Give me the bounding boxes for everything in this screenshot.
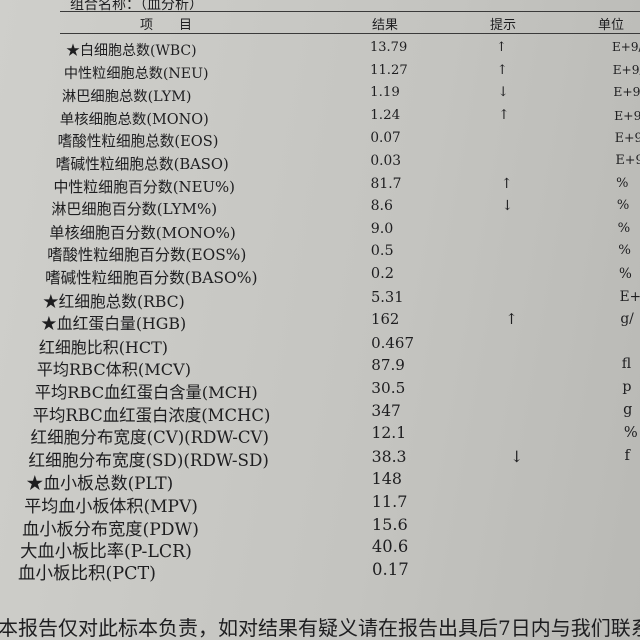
item-name: 嗜碱性粒细胞百分数(BASO%)	[45, 269, 258, 287]
unit: g	[623, 401, 633, 418]
item-name: 嗜酸性粒细胞总数(EOS)	[57, 133, 219, 151]
unit: E+9/	[612, 40, 640, 54]
item-name: 平均血小板体积(MPV)	[24, 497, 198, 517]
flag: ↓	[510, 446, 524, 466]
item-name: 红细胞比积(HCT)	[38, 337, 168, 357]
result: 11.27	[370, 62, 408, 78]
item-name: 平均RBC血红蛋白浓度(MCHC)	[32, 405, 271, 425]
result: 148	[371, 469, 402, 489]
unit: %	[618, 243, 631, 259]
unit: E+9/	[613, 85, 640, 100]
item-name: 单核细胞百分数(MONO%)	[49, 223, 236, 242]
unit: %	[618, 266, 632, 282]
result: 87.9	[371, 356, 405, 375]
item-name: 红细胞分布宽度(CV)(RDW-CV)	[30, 428, 269, 448]
flag: ↑	[496, 40, 507, 55]
unit: E+9	[614, 130, 640, 146]
unit: E+9/	[612, 62, 640, 77]
result: 0.467	[371, 333, 414, 352]
flag: ↑	[500, 175, 513, 192]
item-name: ★血小板总数(PLT)	[26, 473, 174, 494]
result: 0.5	[370, 243, 394, 260]
unit: %	[623, 424, 638, 442]
flag: ↑	[496, 62, 508, 78]
result: 0.03	[370, 153, 402, 169]
unit: E+9/	[614, 107, 640, 123]
result: 13.79	[370, 40, 408, 55]
report-title: 组合名称：（血分析）	[70, 0, 203, 13]
result: 12.1	[371, 424, 407, 443]
result: 38.3	[371, 446, 407, 466]
item-name: 红细胞分布宽度(SD)(RDW-SD)	[28, 449, 269, 470]
unit: fl	[621, 356, 632, 373]
flag: ↓	[497, 85, 509, 101]
column-header: 结果	[372, 18, 399, 33]
item-name: 单核细胞总数(MONO)	[59, 111, 209, 128]
result: 11.7	[371, 492, 408, 511]
result: 0.07	[370, 130, 401, 147]
unit: E+	[619, 288, 640, 305]
result: 0.2	[370, 266, 394, 282]
unit: %	[616, 198, 630, 214]
result: 40.6	[371, 537, 409, 557]
rule	[60, 33, 640, 34]
result: 81.7	[370, 175, 402, 192]
item-name: 平均RBC血红蛋白含量(MCH)	[34, 383, 258, 402]
result: 15.6	[371, 514, 408, 534]
item-name: 淋巴细胞总数(LYM)	[61, 89, 192, 106]
result: 5.31	[370, 288, 404, 306]
unit: f	[624, 446, 630, 464]
result: 347	[371, 401, 401, 420]
flag: ↑	[498, 107, 510, 123]
unit: p	[622, 379, 632, 395]
item-name: 平均RBC体积(MCV)	[36, 360, 191, 380]
flag: ↓	[501, 198, 514, 215]
flag: ↑	[505, 311, 518, 329]
item-name: 中性粒细胞百分数(NEU%)	[53, 177, 235, 196]
column-header: 项 目	[140, 18, 193, 33]
result: 1.19	[370, 85, 400, 101]
footer-note: 本报告仅对此标本负责，如对结果有疑义请在报告出具后7日内与我们联系	[0, 616, 640, 640]
item-name: ★红细胞总数(RBC)	[43, 291, 185, 311]
rule	[60, 11, 640, 12]
item-name: 血小板分布宽度(PDW)	[22, 519, 199, 540]
item-name: ★白细胞总数(WBC)	[66, 43, 197, 59]
result: 1.24	[370, 107, 401, 123]
result: 30.5	[371, 379, 406, 397]
column-header: 单位	[598, 18, 625, 33]
unit: E+9	[615, 153, 640, 168]
result: 162	[371, 311, 400, 329]
item-name: ★血红蛋白量(HGB)	[40, 314, 187, 334]
column-header: 提示	[490, 18, 517, 33]
item-name: 淋巴细胞百分数(LYM%)	[51, 200, 218, 219]
result: 8.6	[370, 198, 393, 215]
item-name: 嗜碱性粒细胞总数(BASO)	[55, 156, 229, 173]
unit: %	[616, 175, 629, 191]
item-name: 嗜酸性粒细胞百分数(EOS%)	[47, 246, 247, 265]
item-name: 血小板比积(PCT)	[18, 563, 156, 584]
unit: g/	[620, 311, 634, 328]
result: 0.17	[372, 559, 409, 579]
item-name: 中性粒细胞总数(NEU)	[63, 65, 209, 82]
result: 9.0	[370, 220, 394, 237]
item-name: 大血小板比率(P-LCR)	[20, 542, 192, 563]
unit: %	[617, 220, 631, 236]
